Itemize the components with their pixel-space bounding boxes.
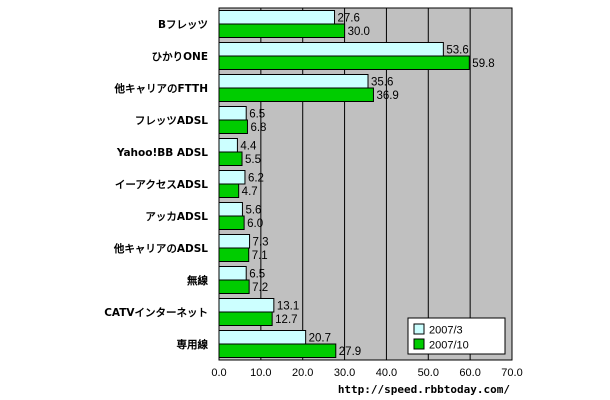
bar-series-2 xyxy=(218,119,248,134)
legend: 2007/3 2007/10 xyxy=(407,317,506,355)
value-label: 6.2 xyxy=(248,173,264,185)
bar-series-1 xyxy=(218,106,247,121)
x-tick-label: 20.0 xyxy=(292,367,313,379)
value-label: 7.3 xyxy=(253,237,269,249)
value-label: 35.6 xyxy=(371,77,393,89)
category-label: アッカADSL xyxy=(145,211,208,223)
category-label: イーアクセスADSL xyxy=(115,179,208,191)
legend-label: 2007/3 xyxy=(429,325,463,337)
value-label: 7.1 xyxy=(252,250,268,262)
legend-swatch xyxy=(413,338,425,350)
bar-series-1 xyxy=(218,202,243,217)
value-label: 20.7 xyxy=(309,333,331,345)
bar-series-1 xyxy=(218,234,251,249)
bars-group xyxy=(218,10,470,358)
bar-series-2 xyxy=(218,23,346,38)
value-label: 59.8 xyxy=(472,58,494,70)
x-tick-label: 0.0 xyxy=(211,367,226,379)
category-label: Bフレッツ xyxy=(158,19,208,31)
bar-series-2 xyxy=(218,311,273,326)
bar-series-1 xyxy=(218,170,246,185)
bar-series-2 xyxy=(218,343,337,358)
x-tick-label: 40.0 xyxy=(376,367,397,379)
value-labels: 27.630.053.659.835.636.96.56.84.45.56.24… xyxy=(240,13,494,359)
bar-series-1 xyxy=(218,266,247,281)
bar-series-2 xyxy=(218,183,240,198)
x-tick-label: 60.0 xyxy=(459,367,480,379)
category-label: フレッツADSL xyxy=(135,115,208,127)
value-label: 6.5 xyxy=(249,109,265,121)
value-label: 6.8 xyxy=(250,122,266,134)
value-label: 5.5 xyxy=(245,154,261,166)
value-label: 53.6 xyxy=(446,45,468,57)
value-label: 27.6 xyxy=(338,13,360,25)
bar-series-1 xyxy=(218,42,444,57)
legend-label: 2007/10 xyxy=(429,340,469,352)
x-tick-labels: 0.0 10.0 20.0 30.0 40.0 50.0 60.0 70.0 xyxy=(211,367,522,379)
bar-series-1 xyxy=(218,74,369,89)
value-label: 6.5 xyxy=(249,269,265,281)
legend-swatch xyxy=(413,323,425,335)
value-label: 36.9 xyxy=(376,90,398,102)
category-label: 他キャリアのFTTH xyxy=(113,82,208,95)
bar-series-2 xyxy=(218,247,250,262)
value-label: 27.9 xyxy=(339,346,361,358)
x-tick-label: 10.0 xyxy=(250,367,271,379)
x-tick-label: 70.0 xyxy=(501,367,522,379)
bar-series-2 xyxy=(218,279,250,294)
value-label: 12.7 xyxy=(275,314,297,326)
value-label: 13.1 xyxy=(277,301,299,313)
category-label: 無線 xyxy=(187,274,208,287)
x-tick-label: 30.0 xyxy=(334,367,355,379)
category-label: 他キャリアのADSL xyxy=(113,242,208,255)
category-label: Yahoo!BB ADSL xyxy=(116,147,208,159)
bar-series-2 xyxy=(218,55,470,70)
value-label: 30.0 xyxy=(348,26,370,38)
category-label: 専用線 xyxy=(177,338,209,351)
category-label: CATVインターネット xyxy=(104,307,208,319)
value-label: 4.4 xyxy=(240,141,257,153)
value-label: 5.6 xyxy=(245,205,261,217)
value-label: 6.0 xyxy=(247,218,263,230)
bar-series-1 xyxy=(218,10,336,25)
bar-series-1 xyxy=(218,330,307,345)
bar-series-2 xyxy=(218,215,245,230)
x-tick-label: 50.0 xyxy=(418,367,439,379)
bar-series-2 xyxy=(218,151,243,166)
source-url: http://speed.rbbtoday.com/ xyxy=(338,383,511,396)
bar-series-2 xyxy=(218,87,374,102)
category-label: ひかりONE xyxy=(152,51,208,63)
bar-series-1 xyxy=(218,138,238,153)
bar-series-1 xyxy=(218,298,275,313)
value-label: 7.2 xyxy=(252,282,268,294)
value-label: 4.7 xyxy=(242,186,258,198)
